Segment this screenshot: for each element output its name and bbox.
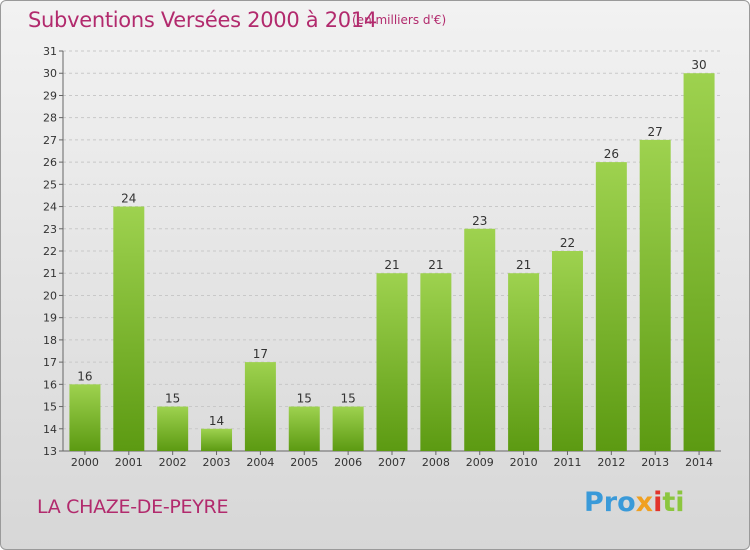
value-label-2010: 21 [516,258,531,272]
y-tick-label: 20 [43,289,57,302]
x-tick-label-2013: 2013 [641,456,669,469]
bar-2006 [332,406,364,451]
x-tick-label-2012: 2012 [597,456,625,469]
value-label-2004: 17 [253,347,268,361]
x-tick-label-2007: 2007 [378,456,406,469]
x-tick-label-2003: 2003 [203,456,231,469]
x-tick-label-2005: 2005 [290,456,318,469]
y-tick-label: 31 [43,45,57,58]
y-tick-label: 21 [43,267,57,280]
bar-2013 [639,139,671,451]
value-label-2000: 16 [77,369,92,383]
logo-part-1: Pro [584,487,636,518]
bar-2003 [201,428,233,451]
bar-2005 [288,406,320,451]
value-label-2014: 30 [691,58,706,72]
y-tick-label: 13 [43,445,57,458]
y-tick-label: 24 [43,201,57,214]
value-label-2005: 15 [297,392,312,406]
x-tick-label-2001: 2001 [115,456,143,469]
y-tick-label: 30 [43,67,57,80]
y-tick-label: 22 [43,245,57,258]
y-tick-label: 23 [43,223,57,236]
value-label-2007: 21 [384,258,399,272]
x-tick-label-2014: 2014 [685,456,713,469]
y-tick-label: 28 [43,112,57,125]
value-label-2011: 22 [560,236,575,250]
axes: 13 14 15 16 17 18 19 20 21 22 23 24 25 26 27 28 29 30 31 20… [43,45,721,469]
value-label-2003: 14 [209,414,224,428]
logo-part-2: x [635,487,654,518]
chart-subtitle: (en milliers d'€) [352,13,447,27]
y-tick-label: 26 [43,156,57,169]
y-tick-label: 29 [43,89,57,102]
x-tick-label-2006: 2006 [334,456,362,469]
x-tick-label-2010: 2010 [510,456,538,469]
bar-2011 [551,251,583,451]
chart-title: Subventions Versées 2000 à 2014 [28,8,377,32]
x-tick-label-2008: 2008 [422,456,450,469]
value-label-2006: 15 [340,392,355,406]
bar-2008 [420,273,452,451]
y-tick-label: 16 [43,378,57,391]
y-tick-label: 25 [43,178,57,191]
y-tick-label: 27 [43,134,57,147]
bar-2014 [683,73,715,451]
bar-2012 [595,162,627,451]
y-tick-label: 14 [43,423,57,436]
proxiti-logo: Proxiti [584,487,685,518]
bar-2004 [244,362,276,451]
bar-2002 [157,406,189,451]
bar-2000 [69,384,101,451]
bar-2001 [113,206,145,451]
x-tick-label-2009: 2009 [466,456,494,469]
bar-2007 [376,273,408,451]
logo-part-3: i [653,487,663,518]
value-label-2008: 21 [428,258,443,272]
bar-2010 [508,273,540,451]
x-tick-label-2004: 2004 [246,456,274,469]
y-tick-label: 15 [43,401,57,414]
bar-2009 [464,228,496,451]
y-tick-label: 19 [43,312,57,325]
value-label-2002: 15 [165,392,180,406]
x-tick-label-2011: 2011 [553,456,581,469]
logo-part-4: ti [662,487,685,518]
value-label-2001: 24 [121,192,136,206]
x-tick-label-2002: 2002 [159,456,187,469]
y-tick-label: 18 [43,334,57,347]
commune-name: LA CHAZE-DE-PEYRE [37,496,229,518]
x-tick-label-2000: 2000 [71,456,99,469]
value-label-2012: 26 [604,147,619,161]
data-labels: 16 24 15 14 17 15 15 21 21 23 21 22 26 27 30 [77,58,706,428]
value-label-2009: 23 [472,214,487,228]
value-label-2013: 27 [648,125,663,139]
bars [69,73,715,451]
y-tick-label: 17 [43,356,57,369]
